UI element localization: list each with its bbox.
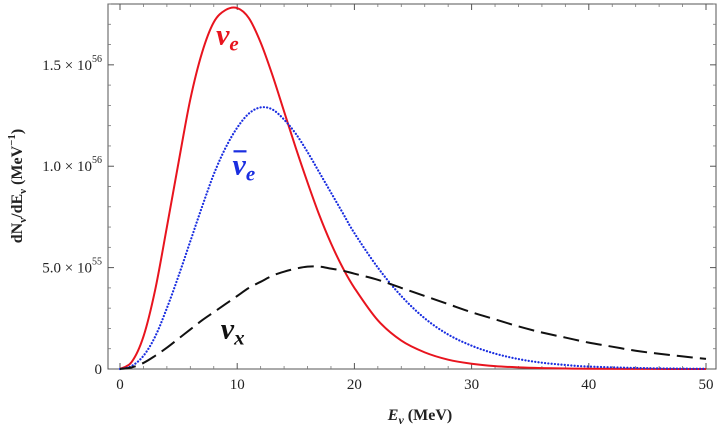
x-tick-label: 40 [581, 377, 596, 393]
series-line-nu_e [119, 6, 707, 370]
series-label-nu_e_bar: νe [233, 148, 256, 185]
series-labels: νe νe νx [216, 19, 255, 350]
series-label-nu_x: νx [221, 313, 245, 350]
series-line-nu_x [119, 265, 707, 370]
y-tick-label: 1.0 × 1056 [42, 155, 102, 175]
x-tick-label: 20 [347, 377, 362, 393]
x-tick-label: 0 [116, 377, 124, 393]
plot-frame [107, 3, 717, 370]
x-tick-label: 50 [699, 377, 714, 393]
series-label-nu_e: νe [216, 19, 239, 56]
y-tick-label: 0 [95, 362, 103, 378]
series-layer [118, 6, 708, 371]
y-tick-label: 1.5 × 1056 [42, 54, 102, 74]
y-axis-title: dNν/dEν (MeV−1) [6, 129, 29, 244]
y-tick-label: 5.0 × 1055 [42, 257, 102, 277]
x-tick-label: 30 [464, 377, 479, 393]
x-tick-label: 10 [230, 377, 245, 393]
series-line-nu_e_bar [118, 106, 708, 371]
x-axis-title: Eν (MeV) [387, 407, 452, 427]
axis-ticks: 0 10 20 30 40 50 0 5.0 × 1055 1.0 × 1056 1.5 × 10… [42, 3, 716, 393]
